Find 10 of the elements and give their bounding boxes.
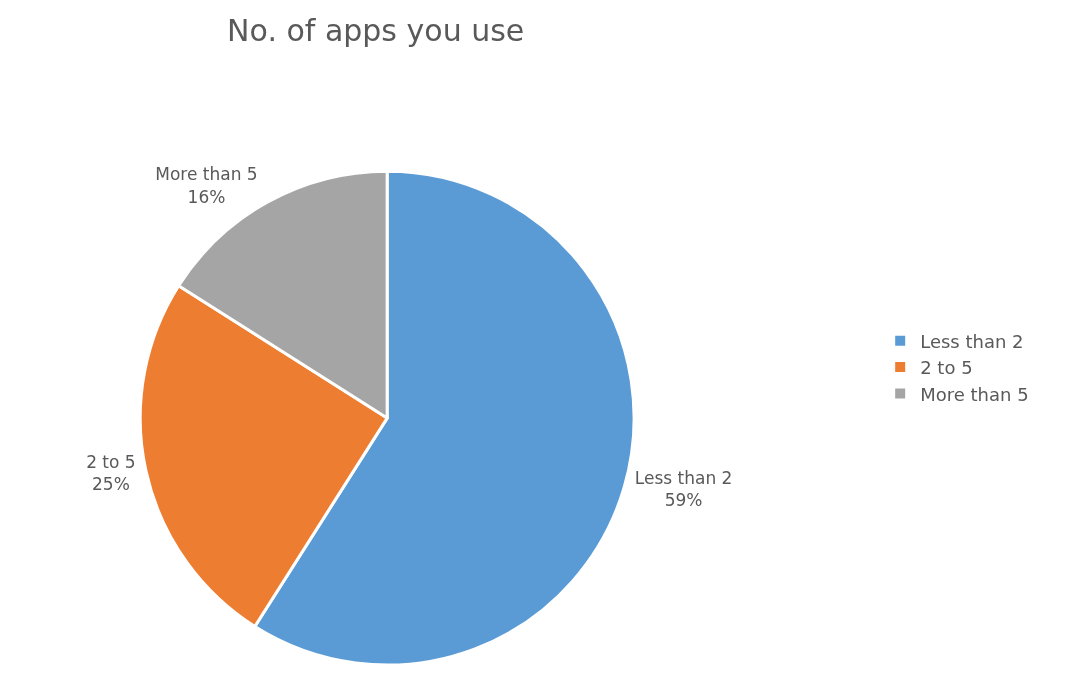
legend-label: 2 to 5 — [920, 357, 973, 379]
data-label: 59% — [664, 489, 703, 510]
slice-label: 2 to 5 — [86, 451, 136, 472]
data-label: 16% — [187, 186, 226, 207]
slice-label: Less than 2 — [634, 467, 733, 488]
slice-label: More than 5 — [155, 164, 258, 185]
data-label: 25% — [91, 473, 130, 494]
legend-label: Less than 2 — [920, 330, 1024, 352]
chart-title: No. of apps you use — [227, 13, 525, 49]
legend-label: More than 5 — [920, 383, 1029, 405]
